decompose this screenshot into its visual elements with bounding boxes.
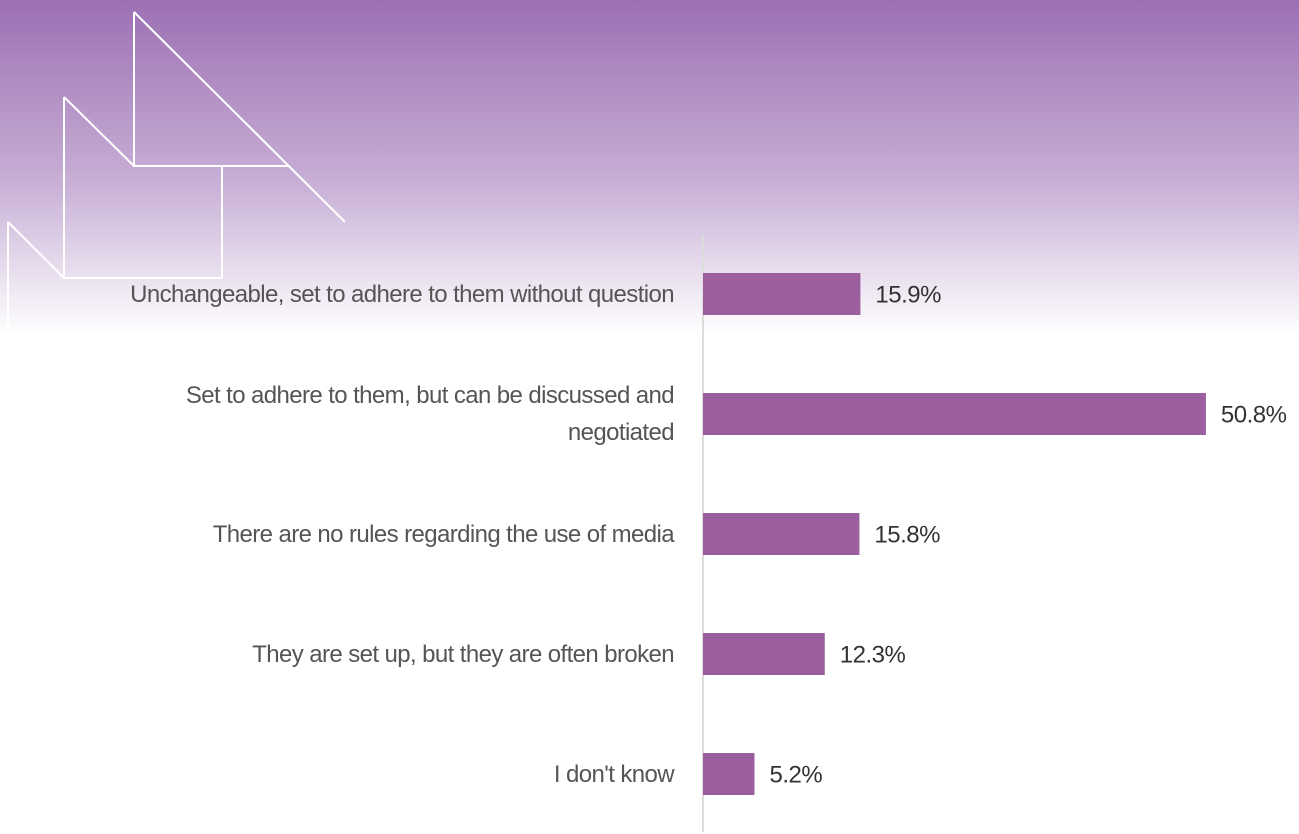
value-label: 12.3% [840, 641, 906, 668]
bar [703, 633, 825, 675]
bar [703, 513, 860, 555]
value-label: 5.2% [769, 761, 822, 788]
bar [703, 753, 755, 795]
decoration [7, 11, 346, 330]
category-label: Set to adhere to them, but can be discus… [185, 382, 675, 446]
category-label: Unchangeable, set to adhere to them with… [130, 280, 674, 308]
category-label: They are set up, but they are often brok… [252, 640, 674, 668]
category-label: I don't know [553, 760, 675, 788]
value-label: 15.9% [875, 281, 941, 308]
value-label: 50.8% [1221, 401, 1287, 428]
bar [703, 273, 861, 315]
header-background [0, 0, 1299, 335]
category-label: There are no rules regarding the use of … [212, 520, 675, 548]
bar [703, 393, 1206, 435]
value-label: 15.8% [874, 521, 940, 548]
